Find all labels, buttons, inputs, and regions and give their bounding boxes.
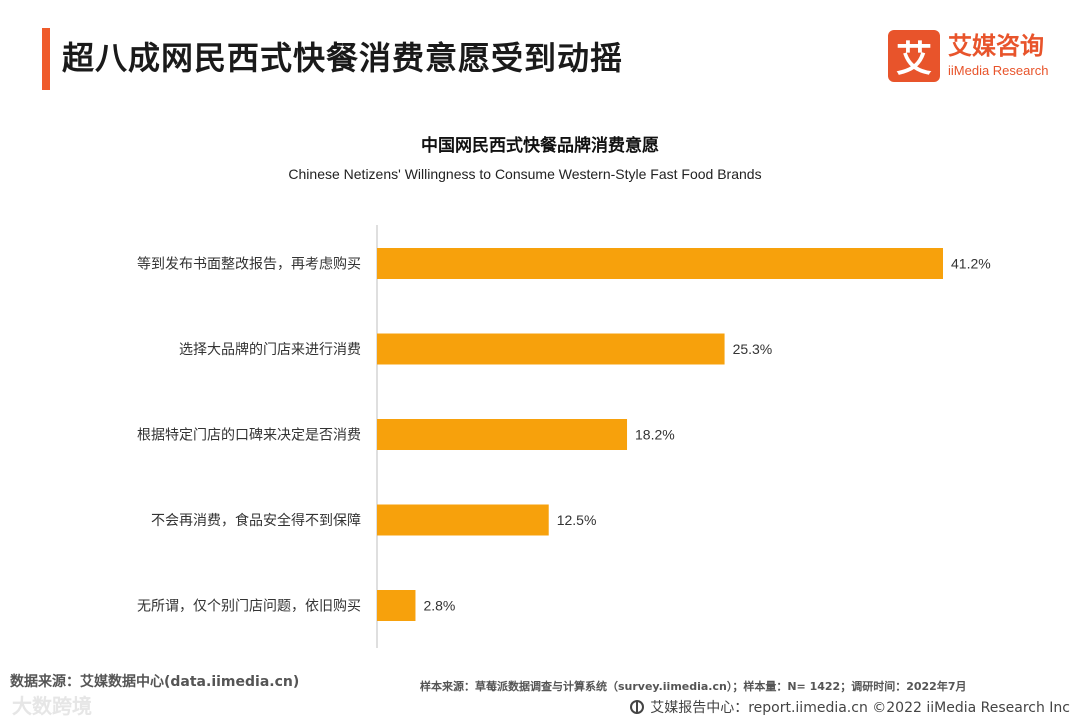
bar <box>377 504 549 536</box>
data-label: 2.8% <box>423 598 455 614</box>
data-label: 25.3% <box>733 341 773 357</box>
bar <box>377 590 416 621</box>
data-source: 数据来源：艾媒数据中心(data.iimedia.cn) <box>10 674 300 690</box>
bar <box>377 419 628 450</box>
logo-name-en: iiMedia Research <box>948 63 1049 78</box>
page-title: 超八成网民西式快餐消费意愿受到动摇 <box>62 39 624 77</box>
bar <box>377 333 725 365</box>
watermark: 大数跨境 <box>12 694 92 718</box>
report-footer: 艾媒报告中心：report.iimedia.cn ©2022 iiMedia R… <box>630 697 1070 717</box>
category-label: 不会再消费，食品安全得不到保障 <box>151 512 361 529</box>
category-label: 等到发布书面整改报告，再考虑购买 <box>137 256 361 273</box>
data-label: 18.2% <box>635 427 675 443</box>
data-label: 41.2% <box>951 256 991 272</box>
logo-name-cn: 艾媒咨询 <box>948 32 1044 60</box>
report-center-text: 艾媒报告中心：report.iimedia.cn ©2022 iiMedia R… <box>650 700 1070 716</box>
category-label: 根据特定门店的口碑来决定是否消费 <box>137 428 361 444</box>
chart-subtitle: Chinese Netizens' Willingness to Consume… <box>288 166 762 182</box>
title-accent-bar <box>42 28 50 90</box>
bar <box>377 248 943 279</box>
chart-title: 中国网民西式快餐品牌消费意愿 <box>421 136 659 156</box>
category-label: 选择大品牌的门店来进行消费 <box>179 341 361 358</box>
sample-source: 样本来源：草莓派数据调查与计算系统（survey.iimedia.cn）；样本量… <box>420 680 967 693</box>
globe-icon <box>630 700 645 714</box>
logo-icon: 艾 <box>888 30 940 82</box>
data-label: 12.5% <box>557 512 597 528</box>
category-label: 无所谓，仅个别门店问题，依旧购买 <box>137 599 361 615</box>
